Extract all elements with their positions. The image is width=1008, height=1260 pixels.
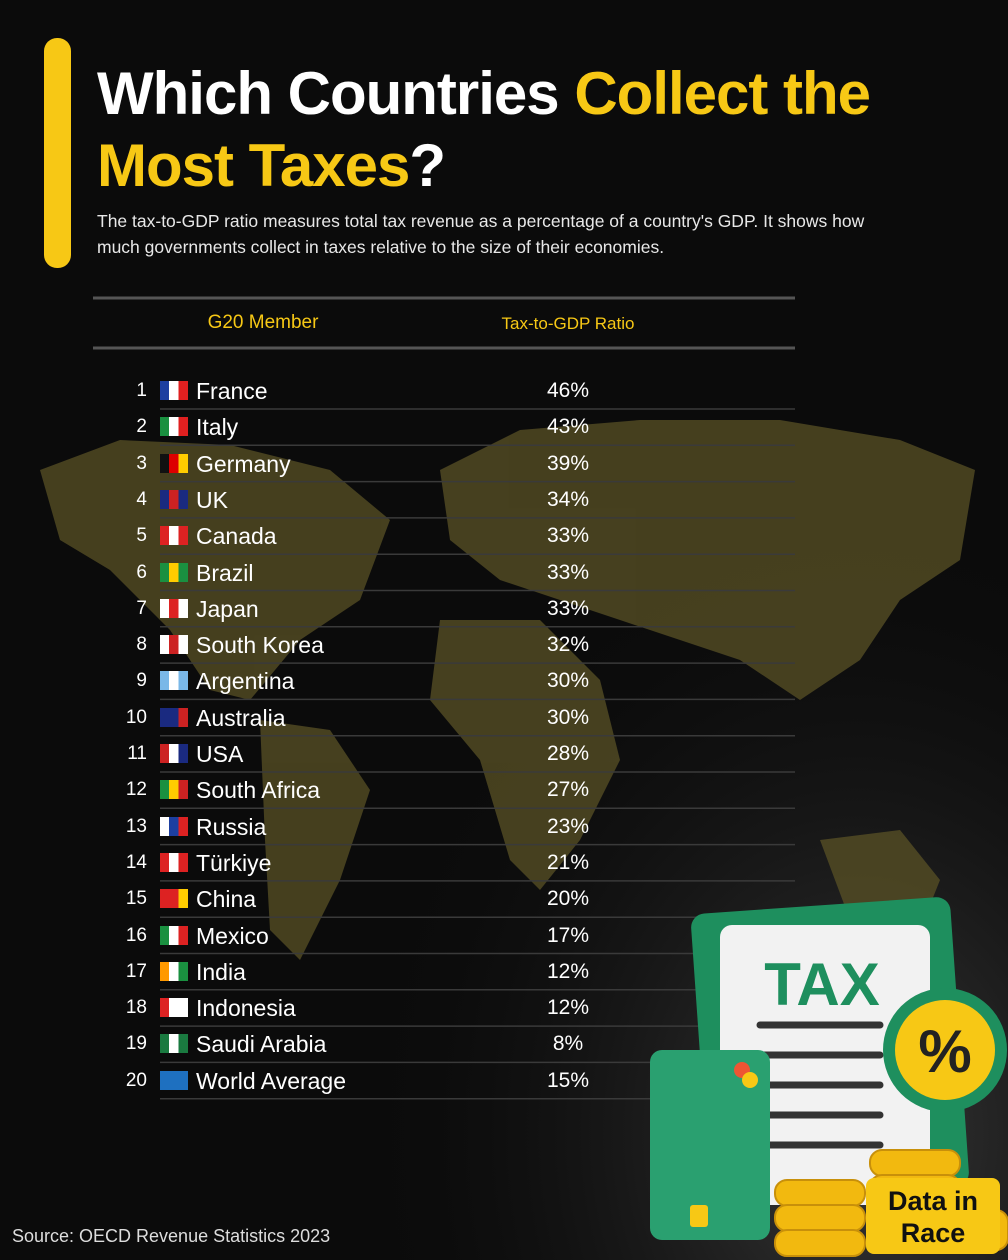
ratio: 12%: [546, 996, 590, 1020]
country: Russia: [196, 813, 267, 840]
flag: [160, 671, 188, 691]
country: Türkiye: [196, 849, 272, 876]
ratio: 33%: [546, 560, 590, 584]
rank: 20: [125, 1069, 147, 1091]
ratio: 34%: [546, 487, 590, 511]
ratio: 33%: [546, 596, 590, 620]
rank: 1: [136, 380, 147, 401]
ratio: 17%: [546, 923, 590, 947]
ratio: 21%: [546, 850, 590, 874]
country: Indonesia: [196, 995, 296, 1022]
country: Germany: [196, 450, 291, 477]
flag: [160, 526, 188, 546]
flag: [160, 816, 188, 836]
rank: 17: [125, 960, 147, 982]
title-part: ?: [409, 132, 446, 199]
rank: 5: [136, 525, 147, 547]
flag: [160, 1070, 188, 1090]
flag: [160, 961, 188, 981]
flag: [160, 889, 188, 909]
ratio: 20%: [546, 887, 590, 911]
flag: [160, 925, 188, 945]
column-header: G20 Member: [207, 312, 319, 333]
country: UK: [196, 486, 228, 513]
country: Mexico: [196, 922, 269, 949]
flag: [160, 707, 188, 727]
rank: 15: [125, 888, 147, 910]
rank: 16: [125, 924, 147, 946]
country: Japan: [196, 595, 259, 622]
badge-label: %: [918, 1018, 971, 1085]
title-part: Collect the Most Taxes: [97, 60, 871, 199]
logo-line: Data in: [888, 1186, 978, 1216]
rank: 7: [136, 597, 147, 619]
title: Which Countries Collect the Most Taxes?: [97, 58, 977, 202]
rank: 2: [136, 416, 147, 438]
country: Canada: [196, 523, 277, 550]
rank: 13: [125, 815, 147, 837]
country: Argentina: [196, 668, 295, 695]
rank: 4: [136, 488, 147, 510]
country: South Korea: [196, 632, 324, 659]
ratio: 39%: [546, 451, 590, 475]
flag: [160, 562, 188, 582]
source: Source: OECD Revenue Statistics 2023: [12, 1226, 331, 1246]
flag: [160, 1034, 188, 1054]
country: India: [196, 958, 246, 985]
country: China: [196, 886, 257, 913]
flag: [160, 417, 188, 437]
rank: 14: [125, 851, 147, 873]
ratio: 27%: [546, 778, 590, 802]
country: Australia: [196, 704, 286, 731]
doc-label: TAX: [764, 951, 880, 1018]
accent-bar: [44, 38, 71, 268]
rank: 9: [136, 670, 147, 692]
flag: [160, 489, 188, 509]
subtitle: The tax-to-GDP ratio measures total tax …: [97, 211, 865, 257]
flag: [160, 635, 188, 655]
flag: [160, 852, 188, 872]
ratio: 46%: [546, 379, 590, 402]
rank: 10: [125, 706, 147, 728]
rank: 8: [136, 634, 147, 656]
country: World Average: [196, 1067, 347, 1094]
country: France: [196, 378, 268, 404]
flag: [160, 744, 188, 763]
ratio: 33%: [546, 524, 590, 548]
ratio: 30%: [546, 669, 590, 693]
tax-illustration: TAX % Data in Race: [650, 897, 1008, 1257]
rank: 18: [125, 997, 147, 1019]
rank: 12: [125, 779, 147, 801]
ratio: 8%: [552, 1032, 584, 1056]
country: Brazil: [196, 559, 254, 586]
country: Saudi Arabia: [196, 1031, 327, 1058]
rank: 6: [136, 561, 147, 583]
ratio: 12%: [546, 959, 590, 983]
ratio: 23%: [546, 814, 590, 838]
flag: [160, 381, 188, 400]
ratio: 43%: [546, 415, 590, 439]
ratio: 30%: [546, 705, 590, 729]
ratio: 32%: [546, 633, 590, 657]
ratio: 28%: [546, 742, 590, 765]
country: Italy: [196, 414, 239, 441]
flag: [160, 780, 188, 800]
title-part: Which Countries: [97, 60, 575, 127]
rank: 19: [125, 1033, 147, 1055]
rank: 11: [127, 743, 147, 764]
country: South Africa: [196, 777, 321, 804]
rank: 3: [136, 452, 147, 474]
column-header: Tax-to-GDP Ratio: [501, 314, 635, 333]
world-map: [40, 420, 975, 960]
flag: [160, 998, 188, 1018]
ratio: 15%: [546, 1068, 590, 1092]
country: USA: [196, 741, 244, 767]
logo-line: Race: [901, 1218, 966, 1248]
flag: [160, 598, 188, 618]
flag: [160, 453, 188, 473]
